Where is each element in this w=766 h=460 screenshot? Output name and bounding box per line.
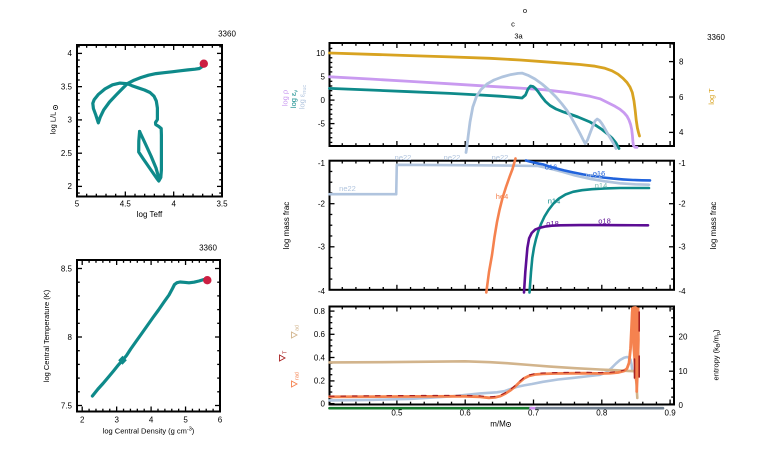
- svg-text:log Teff: log Teff: [137, 210, 163, 219]
- svg-text:ne22: ne22: [339, 184, 356, 193]
- svg-text:o16: o16: [545, 163, 558, 172]
- svg-text:log T: log T: [707, 88, 716, 105]
- svg-text:0.9: 0.9: [665, 409, 677, 418]
- svg-text:0.6: 0.6: [460, 409, 472, 418]
- svg-text:0: 0: [679, 401, 684, 410]
- svg-text:7.5: 7.5: [61, 401, 73, 410]
- svg-text:he4: he4: [496, 192, 509, 201]
- svg-text:-3: -3: [679, 243, 687, 252]
- svg-text:2.5: 2.5: [61, 149, 73, 158]
- svg-text:3360: 3360: [707, 33, 725, 42]
- svg-text:3360: 3360: [218, 30, 236, 39]
- svg-text:2: 2: [68, 182, 73, 191]
- svg-text:4.5: 4.5: [120, 200, 132, 209]
- svg-text:3: 3: [114, 416, 119, 425]
- svg-text:5: 5: [183, 416, 188, 425]
- svg-text:0: 0: [321, 96, 326, 105]
- svg-text:n14: n14: [548, 197, 561, 206]
- svg-text:6: 6: [679, 93, 684, 102]
- svg-text:rad: rad: [295, 372, 301, 380]
- svg-text:o: o: [523, 6, 527, 15]
- svg-text:-2: -2: [679, 200, 687, 209]
- svg-text:log εnuc: log εnuc: [298, 85, 309, 110]
- svg-text:ad: ad: [295, 325, 301, 331]
- svg-text:log mass frac: log mass frac: [282, 202, 291, 250]
- svg-text:0: 0: [321, 399, 326, 408]
- svg-text:8: 8: [68, 333, 73, 342]
- svg-text:o18: o18: [598, 216, 611, 225]
- svg-text:3a: 3a: [514, 32, 523, 41]
- svg-text:4: 4: [149, 416, 154, 425]
- svg-text:0.8: 0.8: [596, 409, 608, 418]
- svg-text:5: 5: [321, 72, 326, 81]
- svg-text:ne22: ne22: [444, 153, 461, 162]
- svg-text:3: 3: [68, 116, 73, 125]
- svg-text:6: 6: [218, 416, 223, 425]
- svg-text:n14: n14: [595, 181, 608, 190]
- svg-text:ne22: ne22: [395, 153, 412, 162]
- svg-text:-2: -2: [318, 200, 326, 209]
- svg-text:-4: -4: [318, 287, 326, 296]
- svg-text:-1: -1: [318, 159, 326, 168]
- svg-text:20: 20: [679, 332, 688, 341]
- svg-text:T: T: [283, 350, 289, 354]
- svg-text:4: 4: [679, 128, 684, 137]
- svg-text:3360: 3360: [199, 244, 217, 253]
- svg-text:5: 5: [75, 200, 80, 209]
- svg-text:-4: -4: [679, 287, 687, 296]
- svg-text:3.5: 3.5: [61, 83, 73, 92]
- svg-text:log Central Temperature (K): log Central Temperature (K): [42, 289, 51, 382]
- svg-text:0.8: 0.8: [314, 307, 326, 316]
- svg-text:10: 10: [679, 367, 688, 376]
- svg-text:0.6: 0.6: [314, 330, 326, 339]
- svg-text:-5: -5: [318, 119, 326, 128]
- svg-text:log L/L: log L/L: [49, 112, 58, 135]
- svg-text:log Central Density (g cm-3): log Central Density (g cm-3): [103, 427, 195, 436]
- svg-text:entropy (kB/mp): entropy (kB/mp): [712, 329, 723, 380]
- svg-text:0.2: 0.2: [314, 377, 326, 386]
- svg-text:log ρ: log ρ: [281, 90, 290, 106]
- svg-text:-3: -3: [318, 243, 326, 252]
- svg-text:-1: -1: [679, 159, 687, 168]
- svg-text:0.5: 0.5: [391, 409, 403, 418]
- svg-text:2: 2: [80, 416, 85, 425]
- svg-text:10: 10: [316, 49, 325, 58]
- svg-text:4: 4: [68, 49, 73, 58]
- svg-text:4: 4: [171, 200, 176, 209]
- svg-text:m/M: m/M: [490, 420, 506, 429]
- svg-text:8.5: 8.5: [61, 264, 73, 273]
- svg-text:o18: o18: [546, 219, 559, 228]
- svg-text:log εν: log εν: [289, 90, 300, 108]
- svg-text:ne22: ne22: [492, 153, 509, 162]
- svg-text:8: 8: [679, 57, 684, 66]
- svg-text:ne22: ne22: [586, 171, 603, 180]
- svg-text:3.5: 3.5: [216, 200, 228, 209]
- svg-text:0.7: 0.7: [528, 409, 540, 418]
- svg-text:o16: o16: [593, 169, 606, 178]
- svg-text:0.4: 0.4: [314, 353, 326, 362]
- svg-text:c: c: [511, 20, 515, 29]
- svg-text:log mass frac: log mass frac: [709, 202, 718, 250]
